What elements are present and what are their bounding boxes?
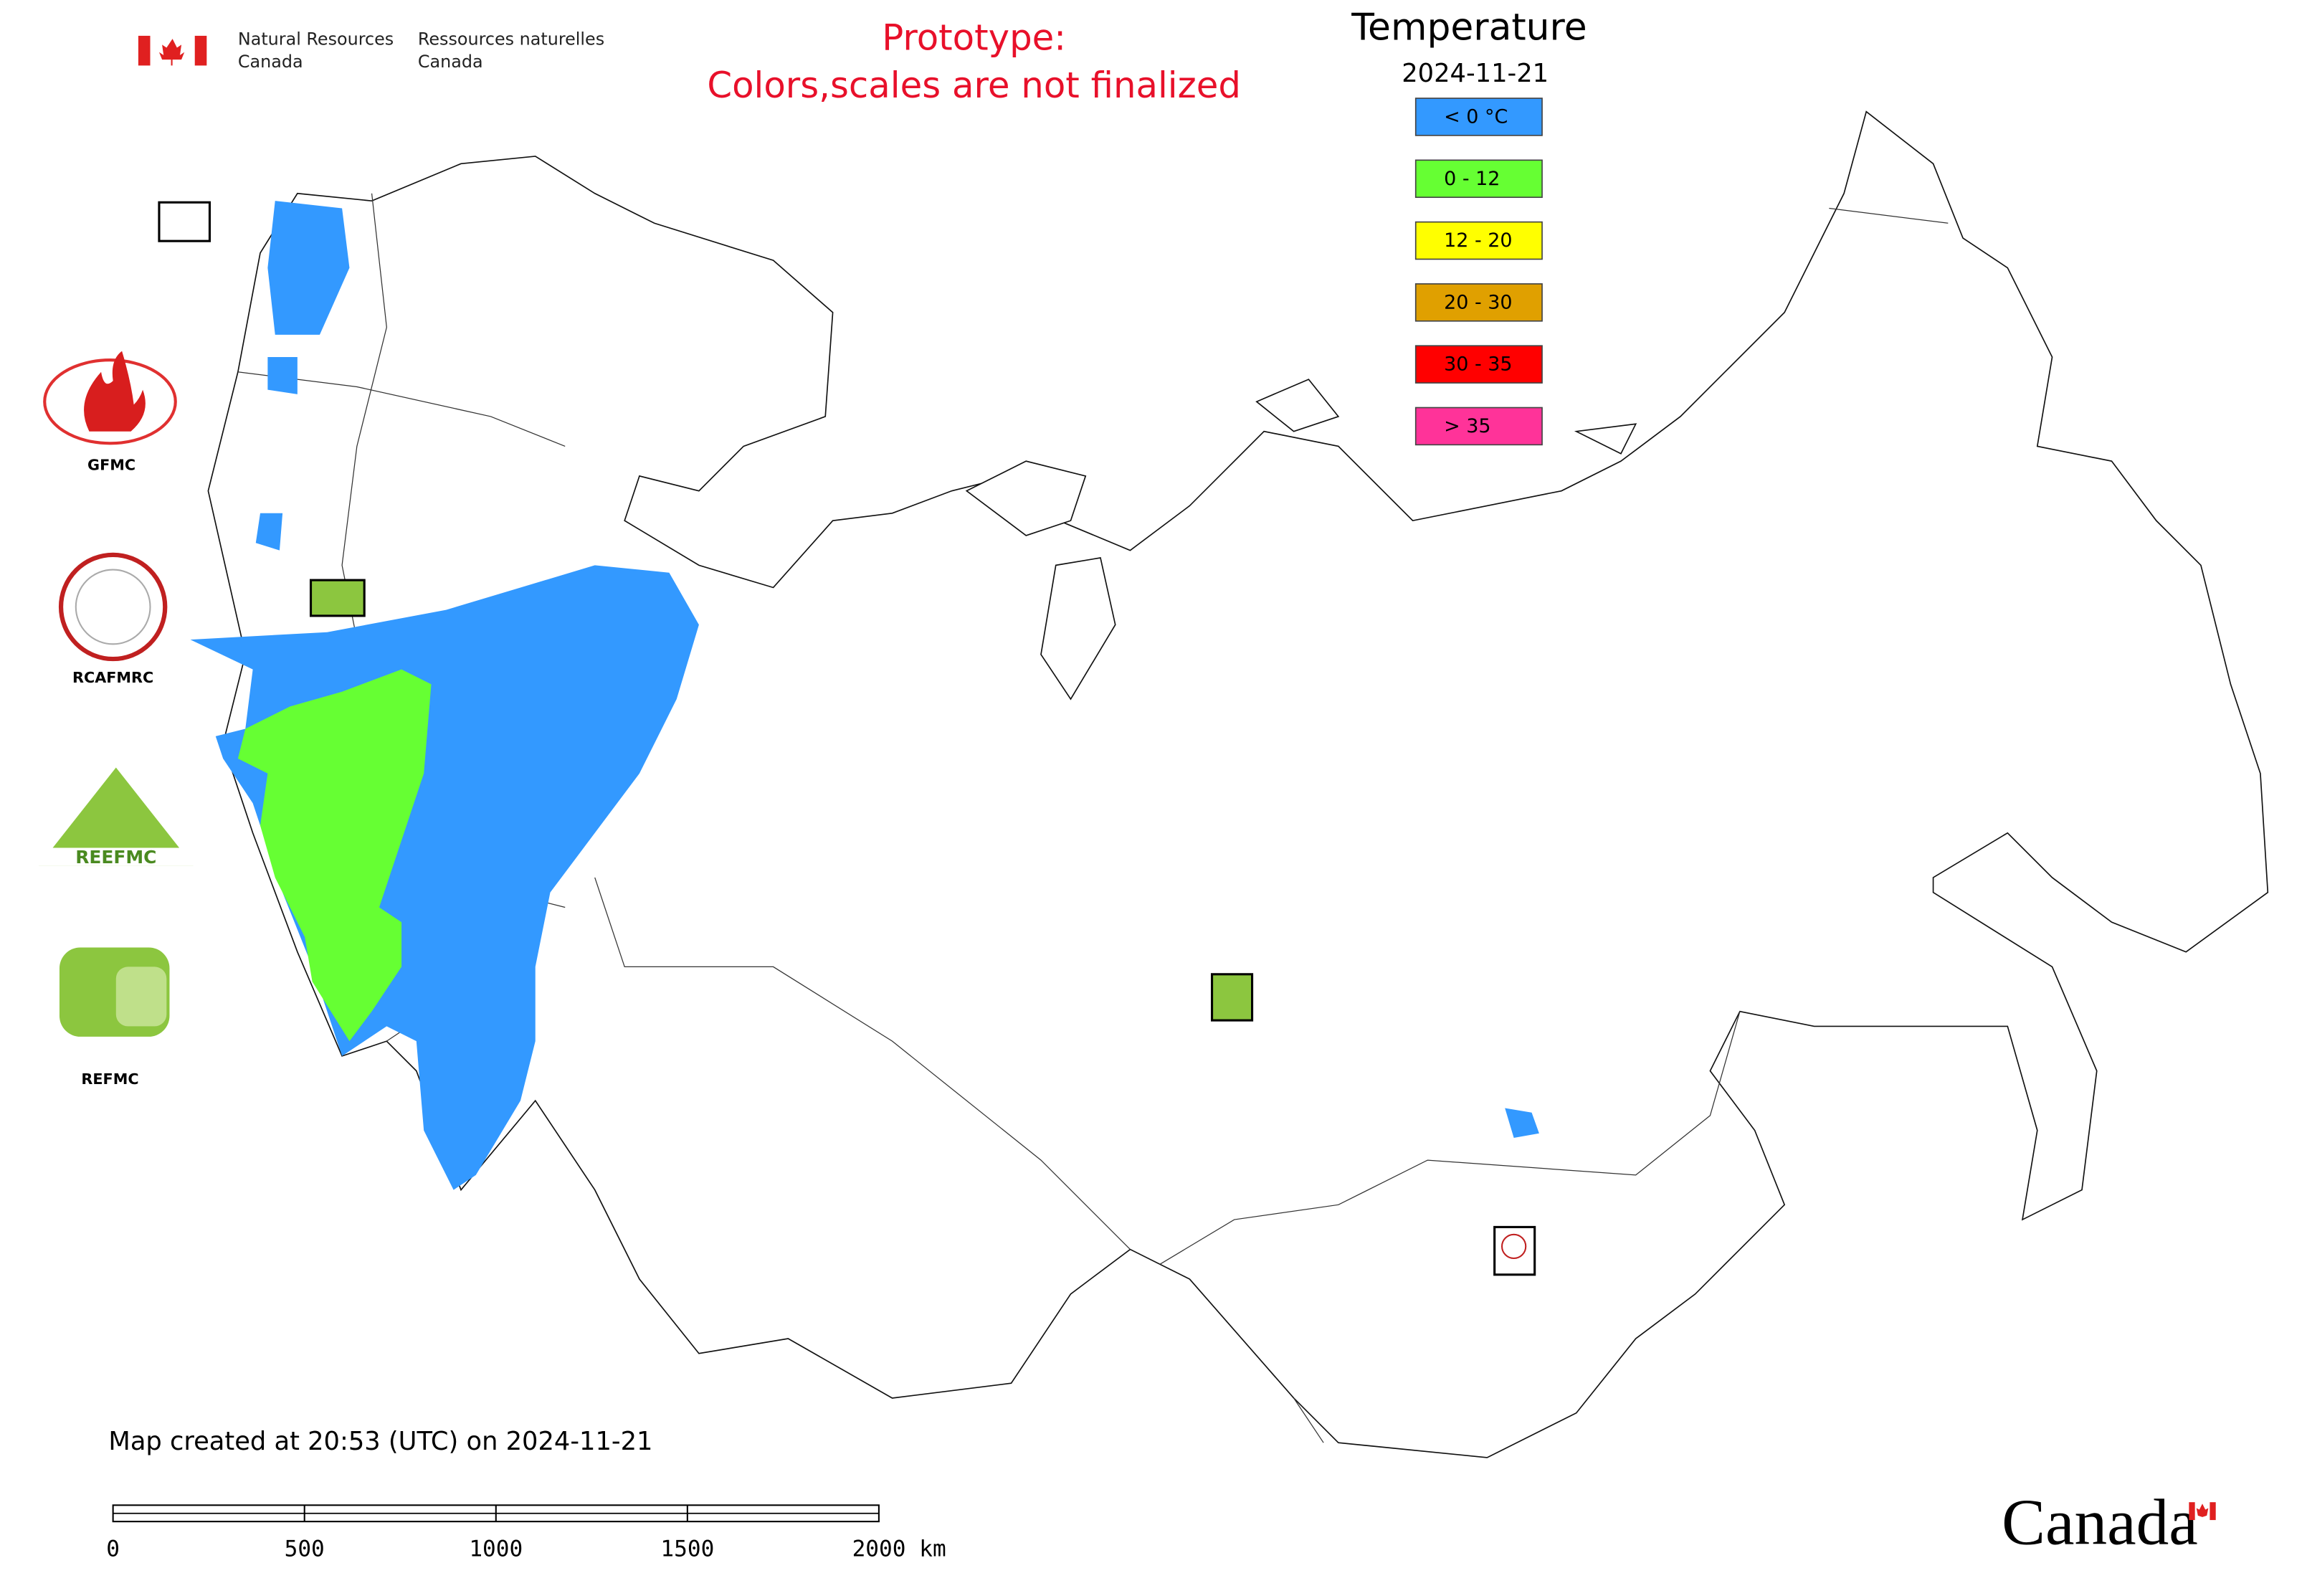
legend-swatch xyxy=(1414,221,1543,260)
legend-label: 0 - 12 xyxy=(1444,168,1500,190)
footer-text: Map created at 20:53 (UTC) on 2024-11-21 xyxy=(108,1427,652,1456)
gov-header: Natural Resources Canada Ressources natu… xyxy=(138,29,604,72)
wordmark: Canada xyxy=(2002,1486,2198,1558)
scale-label: 1500 xyxy=(660,1536,714,1562)
dept-en: Natural Resources xyxy=(238,29,394,49)
legend-label: > 35 xyxy=(1444,415,1490,437)
legend-swatch xyxy=(1414,283,1543,322)
scale-label: 0 xyxy=(106,1536,120,1562)
logos: GFMC RCAFMRC REEFMC REFMC xyxy=(38,201,1536,1276)
scale-label: 1000 xyxy=(469,1536,523,1562)
legend-swatch xyxy=(1414,159,1543,199)
logo-label: REEFMC xyxy=(75,847,156,868)
temperature-fill xyxy=(190,201,1539,1190)
dept-fr: Canada xyxy=(418,52,483,72)
legend-date: 2024-11-21 xyxy=(1402,59,1549,88)
legend-label: 30 - 35 xyxy=(1444,353,1512,376)
legend-swatch xyxy=(1414,407,1543,446)
legend: Temperature 2024-11-21 < 0 °C 0 - 12 12 - … xyxy=(1351,6,1587,446)
legend-swatch xyxy=(1414,345,1543,384)
legend-label: 20 - 30 xyxy=(1444,291,1512,313)
scale-label: 2000 km xyxy=(852,1536,946,1562)
legend-label: 12 - 20 xyxy=(1444,229,1512,252)
notice: Colors,scales are not finalized xyxy=(707,65,1241,106)
scale-label: 500 xyxy=(285,1536,325,1562)
logo-label: REFMC xyxy=(81,1070,138,1088)
legend-label: < 0 °C xyxy=(1444,106,1508,128)
dept-en: Canada xyxy=(238,52,303,72)
canada-wordmark: Canada xyxy=(2002,1486,2216,1558)
legend-swatch xyxy=(1414,98,1543,136)
legend-title: Temperature xyxy=(1351,6,1587,49)
base-map xyxy=(207,110,2269,1458)
logo-label: GFMC xyxy=(87,456,135,473)
dept-fr: Ressources naturelles xyxy=(418,29,604,49)
scale-bar: 0 500 1000 1500 2000 km xyxy=(106,1504,946,1562)
notice: Prototype: xyxy=(882,17,1066,59)
logo-label: RCAFMRC xyxy=(72,669,153,686)
